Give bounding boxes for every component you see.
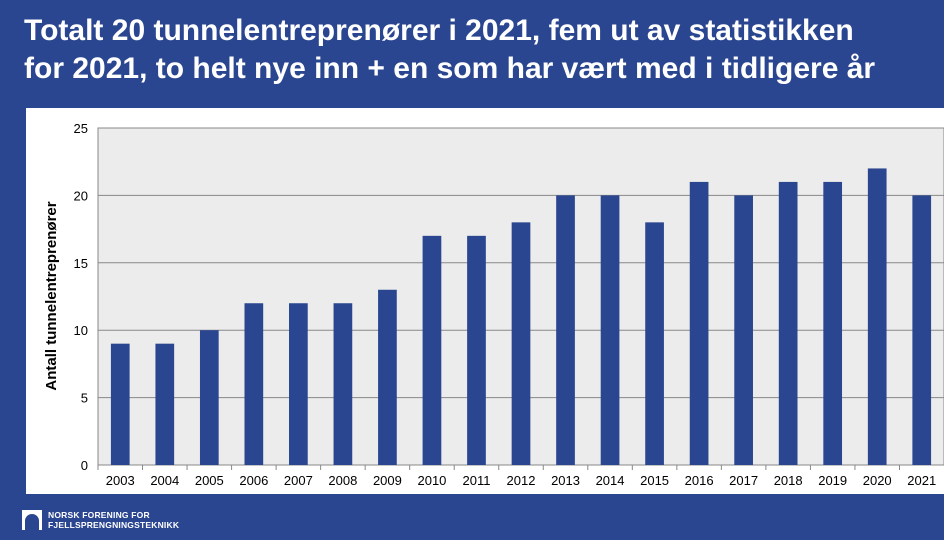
bar-2006	[244, 303, 264, 465]
y-axis-label: Antall tunnelentreprenører	[43, 201, 60, 390]
bar-2011	[467, 235, 486, 465]
bar-2015	[645, 222, 664, 465]
x-tick-label: 2018	[774, 473, 803, 488]
y-tick-label: 5	[81, 391, 88, 406]
y-tick-labels: 0 5 10 15 20 25	[74, 121, 88, 473]
bar-2017	[734, 195, 753, 465]
bar-2014	[600, 195, 620, 465]
x-tick-label: 2015	[640, 473, 669, 488]
bar-2009	[378, 289, 397, 465]
bar-2019	[823, 181, 843, 466]
bars	[110, 168, 932, 466]
x-tick-label: 2013	[551, 473, 580, 488]
y-tick-label: 10	[74, 323, 88, 338]
bar-2005	[199, 330, 219, 465]
chart-panel: 0 5 10 15 20 25 2003 2004 2005 2006 2007 2008 2009 2…	[26, 108, 944, 494]
x-tick-label: 2005	[195, 473, 224, 488]
y-tick-label: 25	[74, 121, 88, 136]
logo-text: NORSK FORENING FOR FJELLSPRENGNINGSTEKNI…	[48, 510, 179, 530]
y-tick-label: 0	[81, 458, 88, 473]
x-tick-label: 2010	[417, 473, 446, 488]
x-tick-label: 2004	[150, 473, 179, 488]
bar-2004	[155, 343, 175, 465]
slide-title: Totalt 20 tunnelentreprenører i 2021, fe…	[24, 12, 944, 88]
logo: NORSK FORENING FOR FJELLSPRENGNINGSTEKNI…	[22, 506, 179, 534]
bar-2010	[422, 235, 442, 465]
x-tick-label: 2017	[729, 473, 758, 488]
bar-2007	[289, 303, 308, 465]
x-tick-label: 2014	[596, 473, 625, 488]
x-tick-labels: 2003 2004 2005 2006 2007 2008 2009 2010 2011 2012…	[97, 465, 936, 488]
x-tick-label: 2019	[818, 473, 847, 488]
slide-title-line-2: for 2021, to helt nye inn + en som har v…	[24, 52, 876, 85]
x-tick-label: 2012	[507, 473, 536, 488]
x-tick-label: 2003	[106, 473, 135, 488]
x-tick-label: 2016	[685, 473, 714, 488]
tunnel-logo-icon	[22, 510, 42, 530]
x-tick-label: 2020	[863, 473, 892, 488]
x-tick-label: 2021	[907, 473, 936, 488]
bar-2012	[511, 222, 531, 465]
x-tick-label: 2006	[239, 473, 268, 488]
bar-2008	[333, 303, 353, 465]
bar-2016	[689, 181, 709, 466]
y-tick-label: 20	[74, 188, 88, 203]
bar-2013	[556, 195, 575, 465]
bar-2020	[867, 168, 887, 465]
bar-2018	[778, 181, 798, 466]
x-tick-label: 2009	[373, 473, 402, 488]
y-tick-label: 15	[74, 256, 88, 271]
logo-text-line-1: NORSK FORENING FOR	[48, 510, 150, 520]
logo-text-line-2: FJELLSPRENGNINGSTEKNIKK	[48, 520, 180, 530]
slide-title-line-1: Totalt 20 tunnelentreprenører i 2021, fe…	[24, 14, 854, 47]
x-tick-label: 2011	[462, 473, 490, 488]
bar-2003	[110, 343, 130, 465]
x-tick-label: 2008	[328, 473, 357, 488]
bar-2021	[912, 195, 932, 465]
x-tick-label: 2007	[284, 473, 313, 488]
